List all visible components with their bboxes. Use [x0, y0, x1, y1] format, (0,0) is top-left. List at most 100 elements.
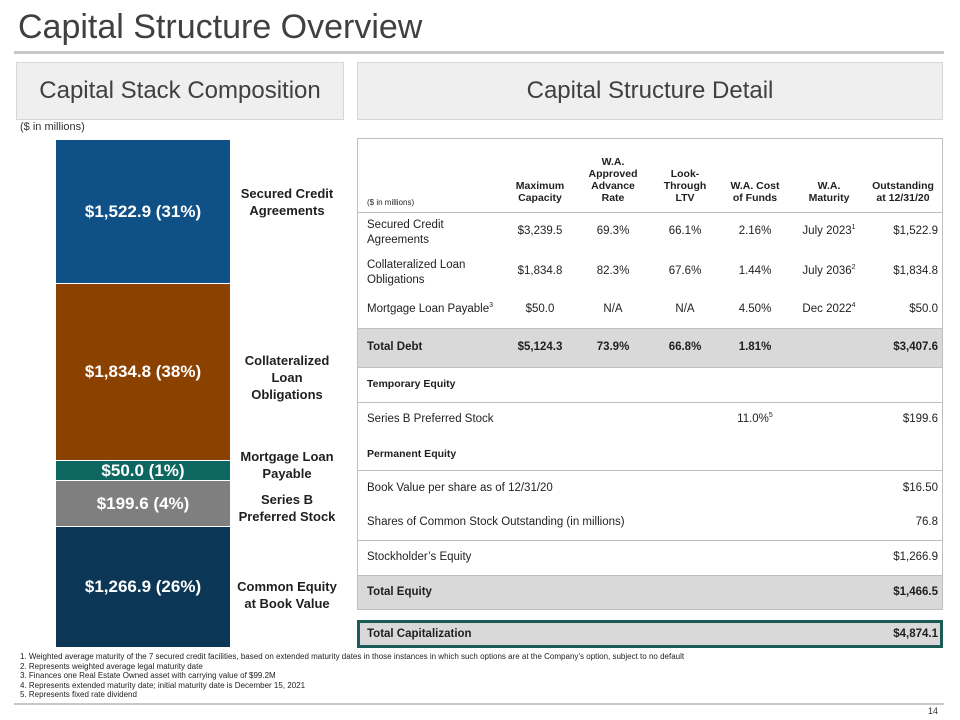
header-line: Approved	[588, 168, 638, 180]
footnote: 3. Finances one Real Estate Owned asset …	[20, 671, 276, 680]
row-name-total-debt: Total Debt	[367, 341, 423, 353]
row-divider	[357, 575, 943, 576]
section-permanent-equity: Permanent Equity	[367, 448, 457, 460]
header-line: W.A. Cost	[730, 180, 780, 192]
footnote-ref: 2	[851, 264, 856, 272]
row-divider	[357, 212, 943, 213]
secured-cost-of-funds: 2.16%	[738, 225, 772, 237]
column-header-ltv: Look- Through LTV	[653, 156, 717, 204]
secured-ltv: 66.1%	[668, 225, 702, 237]
row-name-total-capitalization: Total Capitalization	[367, 628, 472, 640]
header-line	[722, 168, 788, 180]
footnotes: 1. Weighted average maturity of the 7 se…	[20, 652, 684, 700]
footnote: 5. Represents fixed rate dividend	[20, 690, 137, 699]
mortgage-outstanding: $50.0	[909, 303, 938, 315]
row-name-stockholders-equity: Stockholder’s Equity	[367, 551, 472, 563]
page-title: Capital Structure Overview	[18, 8, 423, 46]
secured-capacity: $3,239.5	[517, 225, 563, 237]
row-name-line: Secured Credit	[367, 219, 444, 231]
header-line: Advance	[591, 180, 635, 192]
mortgage-capacity: $50.0	[525, 303, 555, 315]
page-number: 14	[928, 706, 939, 716]
mortgage-cost-of-funds: 4.50%	[738, 303, 772, 315]
total-debt-capacity: $5,124.3	[517, 341, 563, 353]
segment-label-common-equity: Common Equity at Book Value	[232, 578, 342, 612]
segment-label-line: Collateralized Loan	[244, 353, 330, 385]
total-capitalization-outstanding: $4,874.1	[893, 628, 938, 640]
footnote-ref: 4	[851, 302, 856, 310]
row-name-line: Agreements	[367, 234, 430, 246]
total-debt-cost-of-funds: 1.81%	[738, 341, 772, 353]
row-divider	[357, 328, 943, 329]
total-debt-advance-rate: 73.9%	[596, 341, 630, 353]
segment-label-line: Preferred Stock	[238, 509, 336, 524]
mortgage-maturity: Dec 20224	[796, 302, 862, 315]
row-name-book-value: Book Value per share as of 12/31/20	[367, 482, 553, 494]
series-b-cost: 11.0%5	[722, 412, 788, 425]
column-header-cost-of-funds: W.A. Cost of Funds	[722, 156, 788, 204]
header-line	[866, 156, 940, 168]
column-header-maturity: W.A. Maturity	[796, 156, 862, 204]
segment-label-line: Agreements	[249, 203, 325, 218]
row-name-total-equity: Total Equity	[367, 586, 432, 598]
segment-label-line: Series B	[260, 492, 314, 507]
book-value-outstanding: $16.50	[902, 482, 938, 494]
footnote: 1. Weighted average maturity of the 7 se…	[20, 652, 685, 661]
maturity-text: July 2036	[802, 265, 852, 277]
segment-label-line: at Book Value	[244, 596, 330, 611]
row-divider	[357, 540, 943, 541]
header-line: LTV	[675, 192, 695, 204]
stockholders-equity-outstanding: $1,266.9	[893, 551, 938, 563]
segment-label-series-b: Series B Preferred Stock	[232, 491, 342, 525]
segment-label-line: Mortgage Loan	[240, 449, 334, 464]
segment-label-secured-credit: Secured Credit Agreements	[232, 185, 342, 219]
maturity-text: Dec 2022	[802, 303, 852, 315]
clo-outstanding: $1,834.8	[893, 265, 938, 277]
stack-segment-series-b: $199.6 (4%)	[56, 481, 230, 526]
header-line: Capacity	[518, 192, 562, 204]
clo-ltv: 67.6%	[668, 265, 702, 277]
segment-label-clo: Collateralized Loan Obligations	[232, 352, 342, 403]
header-line: of Funds	[732, 192, 778, 204]
column-header-advance-rate: W.A. Approved Advance Rate	[581, 156, 645, 204]
secured-advance-rate: 69.3%	[596, 225, 630, 237]
title-divider	[14, 51, 944, 54]
header-line: Outstanding	[872, 180, 934, 192]
header-line	[653, 156, 717, 168]
row-name-shares: Shares of Common Stock Outstanding (in m…	[367, 516, 625, 528]
header-line: Maturity	[808, 192, 850, 204]
total-equity-shading	[357, 575, 943, 610]
stack-segment-secured-credit: $1,522.9 (31%)	[56, 140, 230, 283]
footnote-ref: 1	[851, 224, 856, 232]
series-b-outstanding: $199.6	[902, 413, 938, 425]
total-debt-shading	[357, 328, 943, 367]
segment-label-line: Payable	[262, 466, 312, 481]
row-divider	[357, 367, 943, 368]
clo-advance-rate: 82.3%	[596, 265, 630, 277]
row-divider	[357, 470, 943, 471]
stack-segment-mortgage: $50.0 (1%)	[56, 461, 230, 480]
row-divider	[357, 402, 943, 403]
footnote: 2. Represents weighted average legal mat…	[20, 661, 203, 671]
footnote-ref: 5	[768, 412, 773, 420]
capital-structure-detail-header: Capital Structure Detail	[357, 62, 943, 120]
header-line	[722, 156, 788, 168]
footnote: 4. Represents extended maturity date; in…	[20, 680, 306, 690]
stack-segment-common-equity: $1,266.9 (26%)	[56, 527, 230, 647]
row-name-series-b: Series B Preferred Stock	[367, 413, 494, 425]
secured-maturity: July 20231	[796, 224, 862, 237]
footer-divider	[14, 703, 944, 705]
mortgage-ltv: N/A	[675, 303, 695, 315]
total-debt-outstanding: $3,407.6	[893, 341, 938, 353]
row-name-line: Collateralized Loan	[367, 259, 466, 271]
segment-label-mortgage: Mortgage Loan Payable	[232, 448, 342, 482]
row-name-clo: Collateralized Loan Obligations	[367, 258, 465, 288]
header-line: at 12/31/20	[876, 192, 930, 204]
header-line: W.A.	[601, 156, 625, 168]
header-line: W.A.	[817, 180, 841, 192]
header-line	[796, 156, 862, 168]
row-name-secured-credit: Secured Credit Agreements	[367, 218, 444, 248]
total-debt-ltv: 66.8%	[668, 341, 702, 353]
maturity-text: July 2023	[802, 225, 852, 237]
header-line: Through	[663, 180, 707, 192]
